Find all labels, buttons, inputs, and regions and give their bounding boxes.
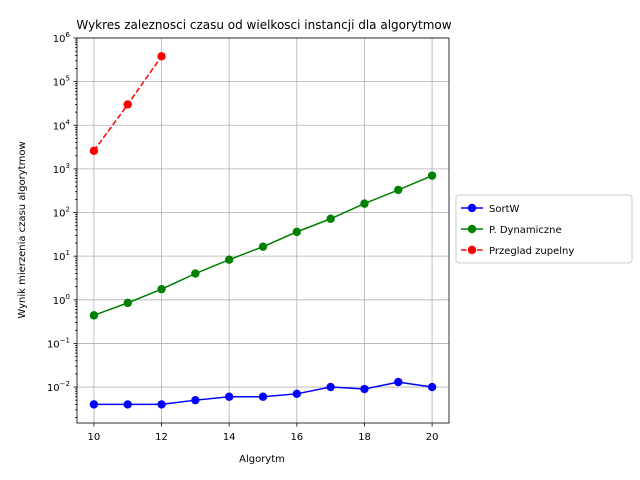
y-tick-label: 10−2 [47,380,70,394]
data-point [427,171,437,180]
y-tick-label: 101 [53,249,70,263]
y-axis-title: Wynik mierzenia czasu algorytmow [17,141,28,318]
x-axis: 10 12 14 16 18 20 [88,423,439,443]
data-point [123,400,132,409]
data-point [258,392,268,401]
x-tick-label: 10 [88,432,101,443]
series-0 [89,377,437,409]
data-point [191,269,200,278]
plot-frame [76,37,450,424]
series-2 [89,52,166,155]
data-point [157,52,166,61]
data-point [224,255,234,264]
legend-marker [467,224,477,234]
data-point [224,392,234,401]
chart-title: Wykres zaleznosci czasu od wielkosci ins… [76,18,451,32]
data-point [326,382,335,392]
x-tick-label: 12 [155,432,168,443]
x-tick-label: 16 [290,432,303,443]
data-point [89,400,99,409]
data-point [258,242,268,251]
legend-marker [467,203,477,213]
y-tick-label: 105 [53,75,70,89]
x-tick-label: 18 [358,432,371,443]
legend-marker [467,245,477,255]
data-point [123,100,132,109]
data-point [157,284,166,294]
x-tick-label: 20 [426,432,439,443]
data-point [89,146,99,155]
data-point [326,214,335,223]
y-tick-label: 104 [53,118,71,132]
data-point [292,227,302,237]
legend-label: P. Dynamiczne [489,225,562,236]
y-axis: 10−2 10−1 100 101 102 103 104 105 106 [47,31,77,418]
data-point [157,400,166,409]
data-point [394,185,403,195]
y-tick-label: 10−1 [47,336,70,350]
x-axis-title: Algorytm [239,454,285,465]
data-point [89,311,99,320]
series-1 [89,171,437,320]
y-tick-label: 106 [53,31,71,45]
data-point [123,298,132,308]
data-point [360,199,369,208]
data-point [394,377,403,387]
data-point [427,382,437,392]
legend-label: SortW [489,204,519,215]
data-point [292,389,302,399]
data-point [360,384,369,394]
series-layer [89,52,437,409]
legend: SortW P. Dynamiczne Przeglad zupelny [455,194,633,264]
legend-label: Przeglad zupelny [489,246,574,257]
y-tick-label: 102 [53,206,70,220]
legend-box [455,194,633,264]
x-tick-label: 14 [223,432,236,443]
y-tick-label: 103 [53,162,70,176]
data-point [191,395,200,405]
y-tick-label: 100 [53,293,70,307]
